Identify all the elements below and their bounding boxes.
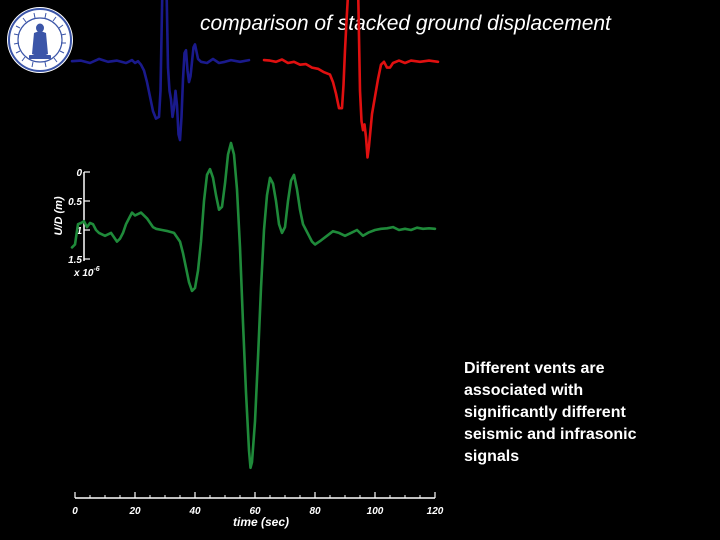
series-line-1 — [70, 0, 251, 142]
x-axis-label: time (sec) — [233, 515, 289, 529]
x-tick-label: 100 — [367, 506, 384, 517]
y-axis-label: U/D (m) — [53, 196, 65, 235]
x-tick-label: 20 — [128, 506, 141, 517]
x-tick-label: 120 — [427, 506, 444, 517]
y-axis: 0 0.5 1 1.5 U/D (m) x 10-6 — [53, 168, 100, 279]
caption-line: seismic and infrasonic — [464, 426, 637, 443]
series-line-2 — [262, 0, 440, 159]
university-seal-icon — [6, 6, 74, 74]
y-tick-label: 0.5 — [68, 197, 82, 208]
x-tick-label: 80 — [309, 506, 321, 517]
slide-caption: Different vents are associated with sign… — [464, 358, 704, 468]
x-tick-label: 40 — [188, 506, 201, 517]
y-axis-multiplier: x 10-6 — [73, 266, 100, 279]
y-tick-label: 1 — [76, 226, 82, 237]
y-tick-label: 0 — [76, 168, 82, 179]
x-tick-label: 60 — [249, 506, 261, 517]
y-tick-label: 1.5 — [68, 255, 82, 266]
slide-title: comparison of stacked ground displacemen… — [200, 12, 611, 35]
caption-line: associated with — [464, 382, 584, 399]
caption-line: Different vents are — [464, 360, 605, 377]
caption-line: significantly different — [464, 404, 626, 421]
series-line-3 — [70, 141, 437, 470]
x-axis: 0 20 40 60 80 100 120 time (sec) — [72, 492, 444, 529]
x-tick-label: 0 — [72, 506, 78, 517]
caption-line: signals — [464, 448, 520, 465]
